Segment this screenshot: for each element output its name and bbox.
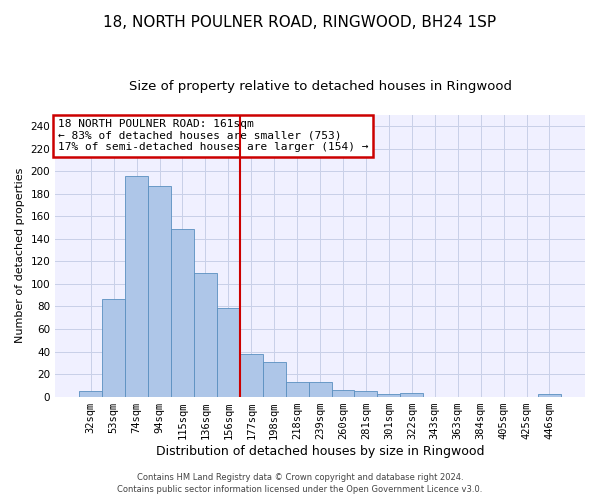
Text: 18, NORTH POULNER ROAD, RINGWOOD, BH24 1SP: 18, NORTH POULNER ROAD, RINGWOOD, BH24 1… — [103, 15, 497, 30]
X-axis label: Distribution of detached houses by size in Ringwood: Distribution of detached houses by size … — [156, 444, 484, 458]
Bar — [332, 390, 355, 396]
Text: 18 NORTH POULNER ROAD: 161sqm
← 83% of detached houses are smaller (753)
17% of : 18 NORTH POULNER ROAD: 161sqm ← 83% of d… — [58, 119, 368, 152]
Bar — [240, 354, 263, 397]
Text: Contains HM Land Registry data © Crown copyright and database right 2024.
Contai: Contains HM Land Registry data © Crown c… — [118, 472, 482, 494]
Bar — [102, 298, 125, 396]
Bar — [148, 186, 171, 396]
Bar — [217, 308, 240, 396]
Bar — [286, 382, 308, 396]
Bar — [79, 391, 102, 396]
Bar — [308, 382, 332, 396]
Bar — [171, 229, 194, 396]
Bar — [400, 393, 423, 396]
Bar — [194, 272, 217, 396]
Bar — [377, 394, 400, 396]
Title: Size of property relative to detached houses in Ringwood: Size of property relative to detached ho… — [128, 80, 512, 93]
Bar — [538, 394, 561, 396]
Bar — [125, 176, 148, 396]
Bar — [263, 362, 286, 396]
Y-axis label: Number of detached properties: Number of detached properties — [15, 168, 25, 344]
Bar — [355, 391, 377, 396]
